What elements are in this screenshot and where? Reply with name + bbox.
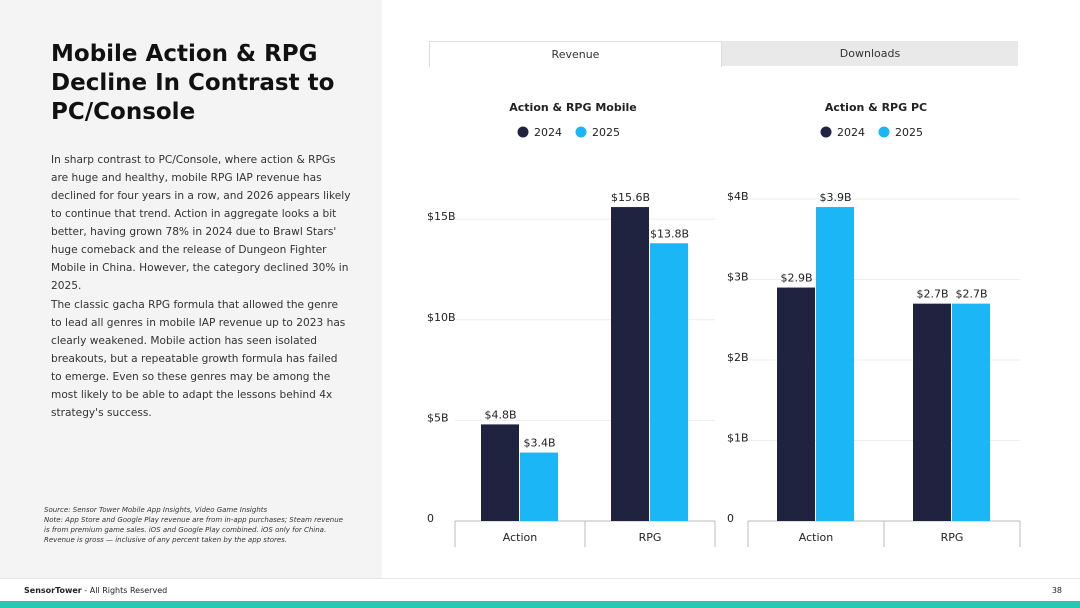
y-tick-label: $2B [727, 351, 749, 364]
chart-title: Action & RPG Mobile [509, 101, 636, 114]
legend-label: 2025 [592, 126, 620, 139]
notes: Source: Sensor Tower Mobile App Insights… [44, 505, 344, 545]
value-label: $2.7B [916, 288, 948, 301]
paragraph: The classic gacha RPG formula that allow… [51, 299, 346, 419]
bar [481, 424, 519, 521]
legend-swatch [878, 126, 890, 138]
x-tick-label: Action [799, 531, 833, 544]
y-tick-label: $10B [427, 311, 456, 324]
legend-label: 2024 [534, 126, 562, 139]
bar [611, 207, 649, 522]
y-tick-label: $4B [727, 190, 749, 203]
legend-label: 2025 [895, 126, 923, 139]
bar [777, 287, 815, 521]
y-tick-label: 0 [427, 512, 434, 525]
value-label: $2.7B [955, 288, 987, 301]
value-label: $13.8B [650, 227, 689, 240]
legend-swatch [575, 126, 587, 138]
bar [913, 303, 951, 521]
y-tick-label: $5B [427, 411, 449, 424]
brand: SensorTower [24, 586, 82, 595]
legend-label: 2024 [837, 126, 865, 139]
chart-title: Action & RPG PC [825, 101, 927, 114]
footer-text: - All Rights Reserved [84, 586, 168, 595]
note: Note: App Store and Google Play revenue … [44, 516, 343, 544]
bottom-bar [0, 601, 1080, 608]
slide-title: Mobile Action & RPG Decline In Contrast … [51, 41, 335, 125]
legend-swatch [820, 126, 832, 138]
tab[interactable]: Revenue [429, 41, 722, 67]
source: Source: Sensor Tower Mobile App Insights… [44, 506, 268, 514]
footer: SensorTower - All Rights Reserved [24, 585, 167, 597]
x-tick-label: Action [503, 531, 537, 544]
value-label: $2.9B [780, 272, 812, 285]
x-tick-label: RPG [941, 531, 964, 544]
y-tick-label: $3B [727, 271, 749, 284]
value-label: $3.4B [523, 437, 555, 450]
tab[interactable]: Downloads [722, 41, 1018, 66]
paragraph: In sharp contrast to PC/Console, where a… [51, 154, 351, 292]
y-tick-label: $1B [727, 432, 749, 445]
y-tick-label: $15B [427, 210, 456, 223]
side-panel [0, 0, 382, 578]
page-number: 38 [1051, 586, 1062, 595]
bar [520, 452, 558, 521]
bar [952, 303, 990, 521]
value-label: $15.6B [611, 191, 650, 204]
footer-line [0, 578, 1080, 579]
bar [650, 243, 688, 521]
legend-swatch [517, 126, 529, 138]
y-tick-label: 0 [727, 512, 734, 525]
x-tick-label: RPG [639, 531, 662, 544]
value-label: $4.8B [484, 408, 516, 421]
bar [816, 207, 854, 522]
value-label: $3.9B [819, 191, 851, 204]
